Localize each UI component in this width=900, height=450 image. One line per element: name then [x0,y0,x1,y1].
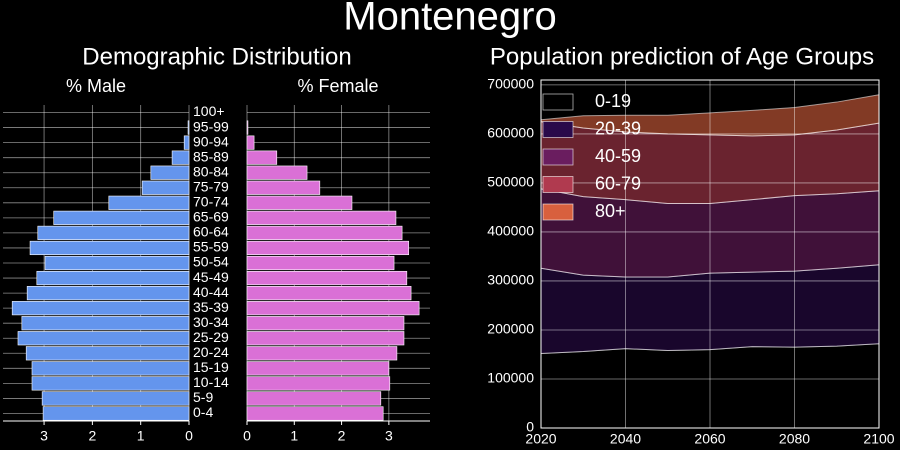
bar [25,346,190,361]
x-tick-label: 3 [40,428,48,444]
y-tick-label: 30-34 [193,314,229,330]
bar [246,361,390,376]
y-tick-label: 45-49 [193,269,229,285]
y-tick-label: 80-84 [193,163,229,179]
chart-title: Demographic Distribution [82,43,351,70]
y-tick-label: 700000 [487,76,534,92]
y-tick-label: 90-94 [193,133,229,149]
y-tick-label: 85-89 [193,148,229,164]
y-tick-label: 70-74 [193,194,229,210]
bar [246,255,395,271]
x-tick-label: 0 [185,428,193,444]
bar [141,180,190,195]
bar [26,286,190,301]
bar [171,150,190,165]
y-tick-label: 25-29 [193,329,229,345]
legend-label: 80+ [595,201,626,221]
x-tick-label: 2 [88,428,96,444]
bar [108,195,190,210]
chart-title: Population prediction of Age Groups [490,43,874,70]
axes-frame [540,79,880,429]
y-tick-label: 100000 [487,370,534,386]
y-tick-label: 60-64 [193,224,229,240]
bar [246,180,321,195]
bar [246,240,410,256]
bar [41,391,190,406]
x-tick-label: 2040 [610,431,641,447]
bar [246,150,278,165]
bar [31,361,190,376]
x-tick-label: 1 [137,428,145,444]
y-tick-label: 75-79 [193,178,229,194]
y-tick-label: 500000 [487,174,534,190]
y-tick-label: 600000 [487,125,534,141]
y-tick-label: 15-19 [193,359,229,375]
y-tick-label: 20-24 [193,344,229,360]
bar [246,331,405,346]
y-tick-label: 0 [526,419,534,435]
y-tick-label: 65-69 [193,209,229,225]
x-tick-label: 0 [243,428,251,444]
legend-swatch [542,93,574,111]
y-tick-label: 55-59 [193,239,229,255]
y-tick-label: 400000 [487,223,534,239]
y-tick-label: 10-14 [193,374,229,390]
bar [42,406,190,421]
bar [37,225,190,240]
x-tick-label: 2100 [863,431,894,447]
x-tick-label: 2060 [694,431,725,447]
axis-title: % Female [297,76,378,96]
legend-swatch [542,121,574,138]
bar [150,165,190,180]
y-tick-label: 35-39 [193,299,229,315]
bar [246,210,397,225]
x-tick-label: 2 [338,428,346,444]
bar [246,346,398,361]
y-tick-label: 50-54 [193,254,229,270]
bar [246,270,408,286]
legend-swatch [542,148,574,166]
bar [246,120,249,135]
bar [53,210,190,225]
x-tick-label: 1 [290,428,298,444]
y-tick-label: 40-44 [193,284,229,300]
bar [246,316,405,331]
bar [246,165,308,180]
bar [183,135,190,150]
x-tick-label: 2080 [779,431,810,447]
figure-title: Montenegro [343,0,556,39]
axis-title: % Male [66,76,126,96]
legend-label: 0-19 [595,91,631,111]
bar [246,391,382,406]
legend-swatch [542,176,574,193]
bar [29,240,190,256]
bar [246,376,391,391]
legend-label: 20-39 [595,118,641,138]
bar [187,120,190,135]
y-tick-label: 200000 [487,321,534,337]
x-tick-label: 3 [385,428,393,444]
y-tick-label: 300000 [487,272,534,288]
bar [246,301,420,316]
y-tick-label: 95-99 [193,118,229,134]
bar [246,225,403,240]
bar [246,286,412,301]
y-tick-label: 100+ [193,103,225,119]
bar [36,270,190,286]
bar [246,195,353,210]
bar [21,316,190,331]
legend-swatch [542,203,574,221]
bar [246,135,255,150]
legend-label: 40-59 [595,146,641,166]
bar [17,331,190,346]
bar [31,376,190,391]
bar [44,255,190,271]
bar [246,406,384,421]
legend-label: 60-79 [595,173,641,193]
bar [11,301,190,316]
y-tick-label: 5-9 [193,389,213,405]
x-tick-label: 2020 [525,431,556,447]
y-tick-label: 0-4 [193,404,213,420]
